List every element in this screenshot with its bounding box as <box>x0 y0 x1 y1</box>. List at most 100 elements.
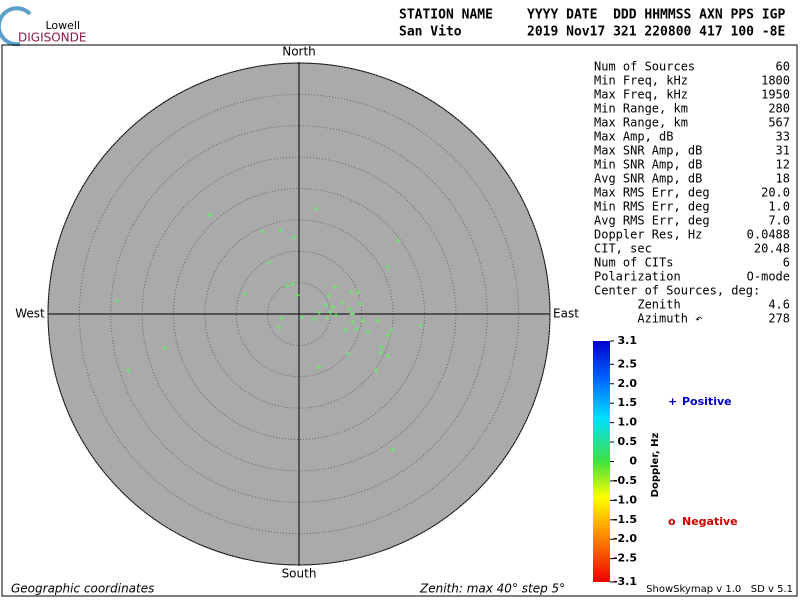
source-point <box>324 315 330 321</box>
source-point <box>277 228 283 234</box>
colorbar-tick-label: 0 <box>629 455 637 468</box>
stat-value: 567 <box>768 116 790 130</box>
source-point <box>342 327 348 333</box>
source-point <box>388 327 394 333</box>
source-point <box>162 345 168 351</box>
source-point <box>385 332 391 338</box>
source-point <box>290 281 296 287</box>
stat-value: 33 <box>776 130 790 144</box>
stat-label: Min SNR Amp, dB <box>594 158 702 172</box>
stat-label: Max RMS Err, deg <box>594 186 710 200</box>
colorbar-tick-label: -3.1 <box>613 575 637 588</box>
legend-label: Negative <box>682 515 738 528</box>
source-point <box>316 309 322 315</box>
colorbar-tick-label: -1.0 <box>613 493 637 506</box>
colorbar-tick-label: -2.0 <box>613 532 637 545</box>
source-point <box>378 344 384 350</box>
stat-label: Max Range, km <box>594 116 688 130</box>
stat-label: Zenith <box>594 298 681 312</box>
legend-symbol: o <box>668 515 676 528</box>
source-point <box>375 317 381 323</box>
source-point <box>125 367 131 373</box>
source-point <box>313 206 319 212</box>
colorbar-tick-label: -2.5 <box>613 552 637 565</box>
colorbar-tick-label: 2.5 <box>618 357 638 370</box>
source-point <box>349 311 355 317</box>
stat-value: 1950 <box>761 88 790 102</box>
source-point <box>327 309 333 315</box>
colorbar-tick-label: 2.0 <box>618 377 638 390</box>
source-point <box>284 283 290 289</box>
legend-label: Positive <box>682 395 732 408</box>
stat-label: Center of Sources, deg: <box>594 284 760 298</box>
source-point <box>299 314 305 320</box>
stat-value: 1.0 <box>768 200 790 214</box>
north-label: North <box>282 45 316 59</box>
stat-label: Avg RMS Err, deg <box>594 214 710 228</box>
colorbar <box>593 341 610 582</box>
source-point <box>378 350 384 356</box>
stat-value: 1800 <box>761 74 790 88</box>
source-point <box>395 238 401 244</box>
stat-value: 6 <box>783 256 790 270</box>
stat-value: 280 <box>768 102 790 116</box>
source-point <box>295 292 301 298</box>
footer-middle: Zenith: max 40° step 5° <box>419 582 565 596</box>
source-point <box>355 289 361 295</box>
stat-label: Min Freq, kHz <box>594 74 688 88</box>
stat-label: Max SNR Amp, dB <box>594 144 702 158</box>
stat-label: Min Range, km <box>594 102 688 116</box>
stat-label: Doppler Res, Hz <box>594 228 702 242</box>
stat-label: Num of Sources <box>594 60 695 74</box>
stat-value: O-mode <box>747 270 790 284</box>
stat-label: CIT, sec <box>594 242 652 256</box>
source-point <box>353 326 359 332</box>
source-point <box>418 322 424 328</box>
source-point <box>316 364 322 370</box>
stat-label: Max Amp, dB <box>594 130 673 144</box>
source-point <box>276 324 282 330</box>
stat-label: Max Freq, kHz <box>594 88 688 102</box>
colorbar-tick-label: 3.1 <box>618 334 638 347</box>
stat-value: 20.48 <box>754 242 790 256</box>
source-point <box>373 367 379 373</box>
source-point <box>114 298 120 304</box>
source-point <box>360 317 366 323</box>
source-point <box>389 447 395 453</box>
stat-value: 7.0 <box>768 214 790 228</box>
south-label: South <box>282 567 317 581</box>
frame <box>1 44 798 597</box>
east-label: East <box>553 307 579 321</box>
logo-top: Lowell <box>45 19 80 32</box>
source-point <box>207 212 213 218</box>
source-point <box>332 284 338 290</box>
source-point <box>311 316 317 322</box>
stat-value: 31 <box>776 144 790 158</box>
source-point <box>322 302 328 308</box>
colorbar-tick-label: -0.5 <box>613 474 637 487</box>
stat-value: 12 <box>776 158 790 172</box>
source-point <box>266 260 272 266</box>
source-point <box>333 312 339 318</box>
colorbar-tick-label: 1.5 <box>618 396 638 409</box>
legend-symbol: + <box>668 395 677 408</box>
source-point <box>242 291 248 297</box>
source-point <box>385 353 391 359</box>
colorbar-tick-label: 1.0 <box>618 416 638 429</box>
source-point <box>345 351 351 357</box>
source-point <box>326 293 332 299</box>
stat-value: 278 <box>768 312 790 326</box>
logo: Lowell DIGISONDE <box>0 6 86 47</box>
source-point <box>291 234 297 240</box>
source-point <box>259 229 265 235</box>
stat-value: 4.6 <box>768 298 790 312</box>
colorbar-label: Doppler, Hz <box>650 433 661 498</box>
stat-label: Polarization <box>594 270 681 284</box>
source-point <box>357 301 363 307</box>
source-point <box>384 264 390 270</box>
logo-bottom: DIGISONDE <box>18 31 86 45</box>
colorbar-tick-label: 0.5 <box>618 435 638 448</box>
footer-right: ShowSkymap v 1.0 SD v 5.1 <box>646 584 793 595</box>
header-value: San Vito <box>399 25 462 40</box>
